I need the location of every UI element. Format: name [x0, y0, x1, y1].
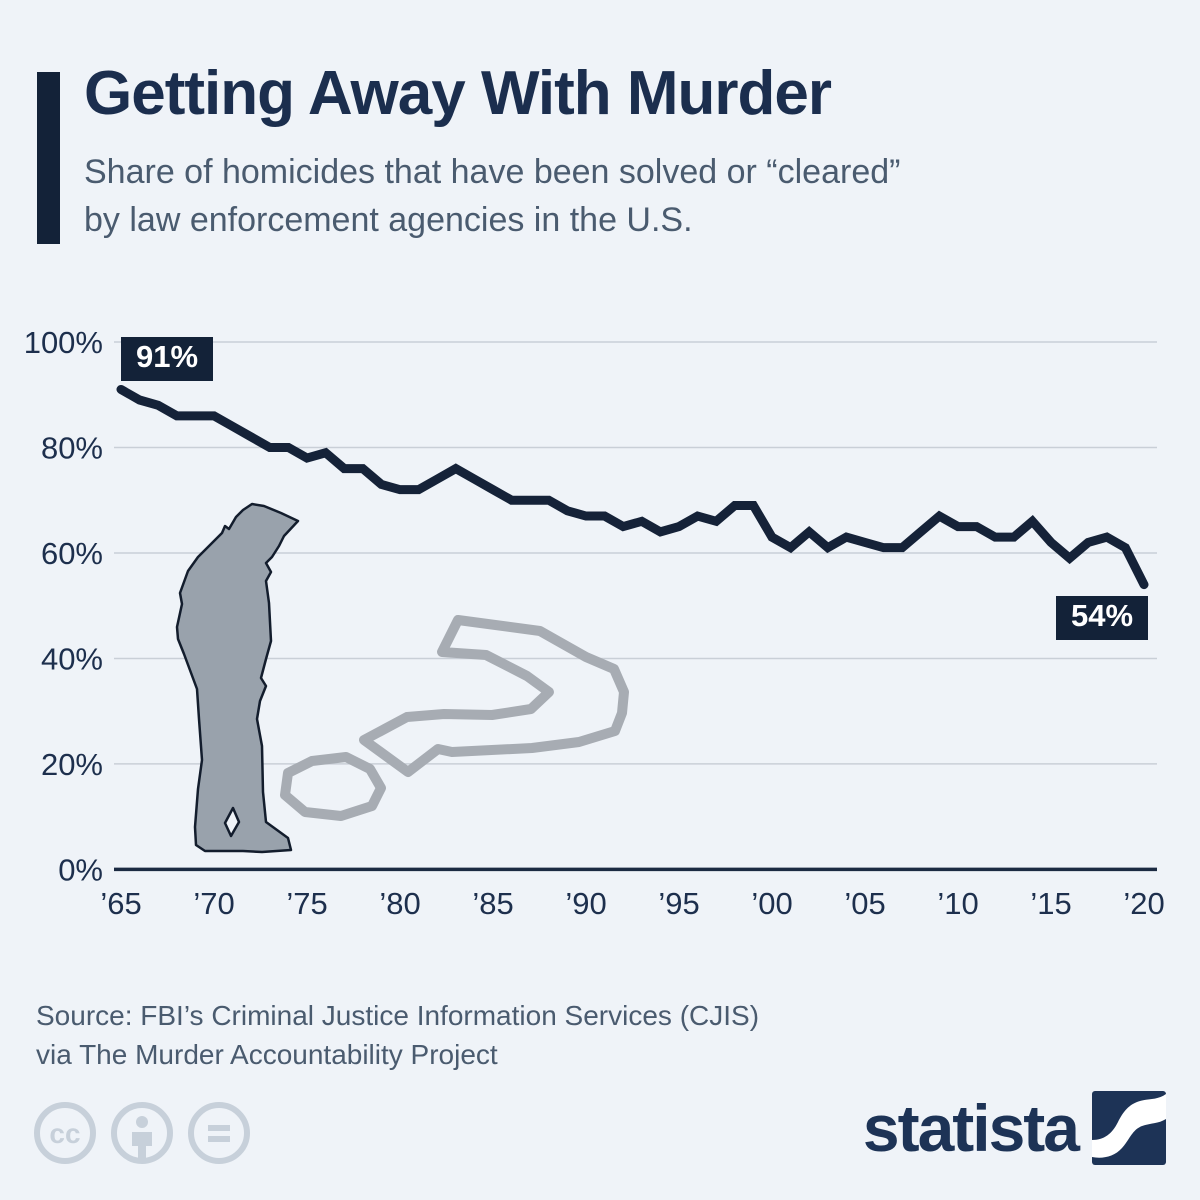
source-note: Source: FBI’s Criminal Justice Informati… — [36, 996, 759, 1074]
cc-icon: cc — [34, 1102, 96, 1164]
chalk-outline-question-mark — [359, 615, 629, 777]
brand-block: statista — [863, 1090, 1166, 1166]
x-axis-labels: ’65 ’70 ’75 ’80 ’85 ’90 ’95 ’00 ’05 ’10 ’15 ’20 — [100, 886, 1164, 921]
x-tick-2010: ’10 — [937, 886, 978, 921]
x-tick-2000: ’00 — [751, 886, 792, 921]
police-officer-silhouette — [175, 502, 300, 854]
x-tick-1980: ’80 — [379, 886, 420, 921]
x-tick-1970: ’70 — [193, 886, 234, 921]
gridlines — [114, 341, 1157, 872]
page-title: Getting Away With Murder — [84, 59, 832, 128]
license-icons: cc — [32, 1100, 252, 1166]
y-tick-100%: 100% — [24, 325, 103, 360]
subtitle-line-2: by law enforcement agencies in the U.S. — [84, 201, 693, 239]
attribution-icon — [111, 1102, 173, 1164]
clearance-rate-line — [116, 384, 1149, 590]
x-tick-2005: ’05 — [844, 886, 885, 921]
y-tick-60%: 60% — [41, 536, 103, 571]
nd-icon — [188, 1102, 250, 1164]
y-tick-20%: 20% — [41, 747, 103, 782]
y-tick-0%: 0% — [58, 852, 103, 887]
y-axis-labels: 0% 20% 40% 60% 80% 100% — [24, 325, 103, 887]
subtitle-line-1: Share of homicides that have been solved… — [84, 153, 901, 191]
x-tick-1990: ’90 — [565, 886, 606, 921]
end-value-label: 54% — [1056, 595, 1149, 640]
brand-wordmark: statista — [862, 1091, 1080, 1165]
chalk-outline-question-mark-dot — [280, 752, 386, 821]
chart-subtitle: Share of homicides that have been solved… — [84, 148, 900, 244]
x-tick-2020: ’20 — [1123, 886, 1164, 921]
source-line-1: Source: FBI’s Criminal Justice Informati… — [36, 1000, 760, 1031]
title-accent-bar — [37, 72, 60, 244]
y-tick-80%: 80% — [41, 430, 103, 465]
x-tick-1985: ’85 — [472, 886, 513, 921]
x-tick-1965: ’65 — [100, 886, 141, 921]
start-value-label: 91% — [121, 337, 214, 382]
source-line-2: via The Murder Accountability Project — [36, 1039, 498, 1070]
svg-text:cc: cc — [49, 1118, 80, 1149]
x-tick-1995: ’95 — [658, 886, 699, 921]
x-tick-2015: ’15 — [1030, 886, 1071, 921]
statista-logo-icon — [1092, 1091, 1166, 1165]
y-tick-40%: 40% — [41, 641, 103, 676]
x-tick-1975: ’75 — [286, 886, 327, 921]
